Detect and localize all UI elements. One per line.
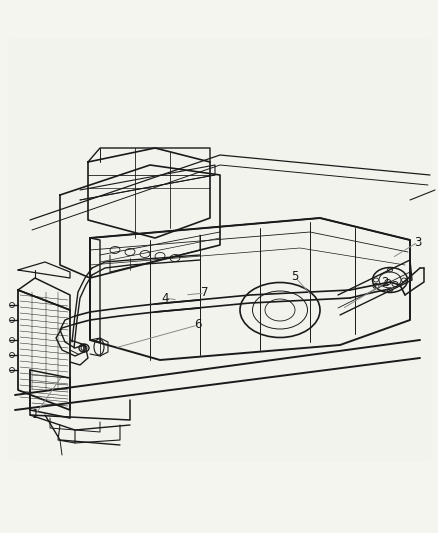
Text: 1: 1 — [31, 408, 39, 422]
Text: 2: 2 — [381, 277, 389, 289]
Text: 4: 4 — [161, 292, 169, 304]
Text: 6: 6 — [194, 319, 202, 332]
Text: 5: 5 — [291, 271, 299, 284]
FancyBboxPatch shape — [8, 38, 432, 462]
Text: 7: 7 — [201, 287, 209, 300]
Text: 3: 3 — [414, 236, 422, 248]
